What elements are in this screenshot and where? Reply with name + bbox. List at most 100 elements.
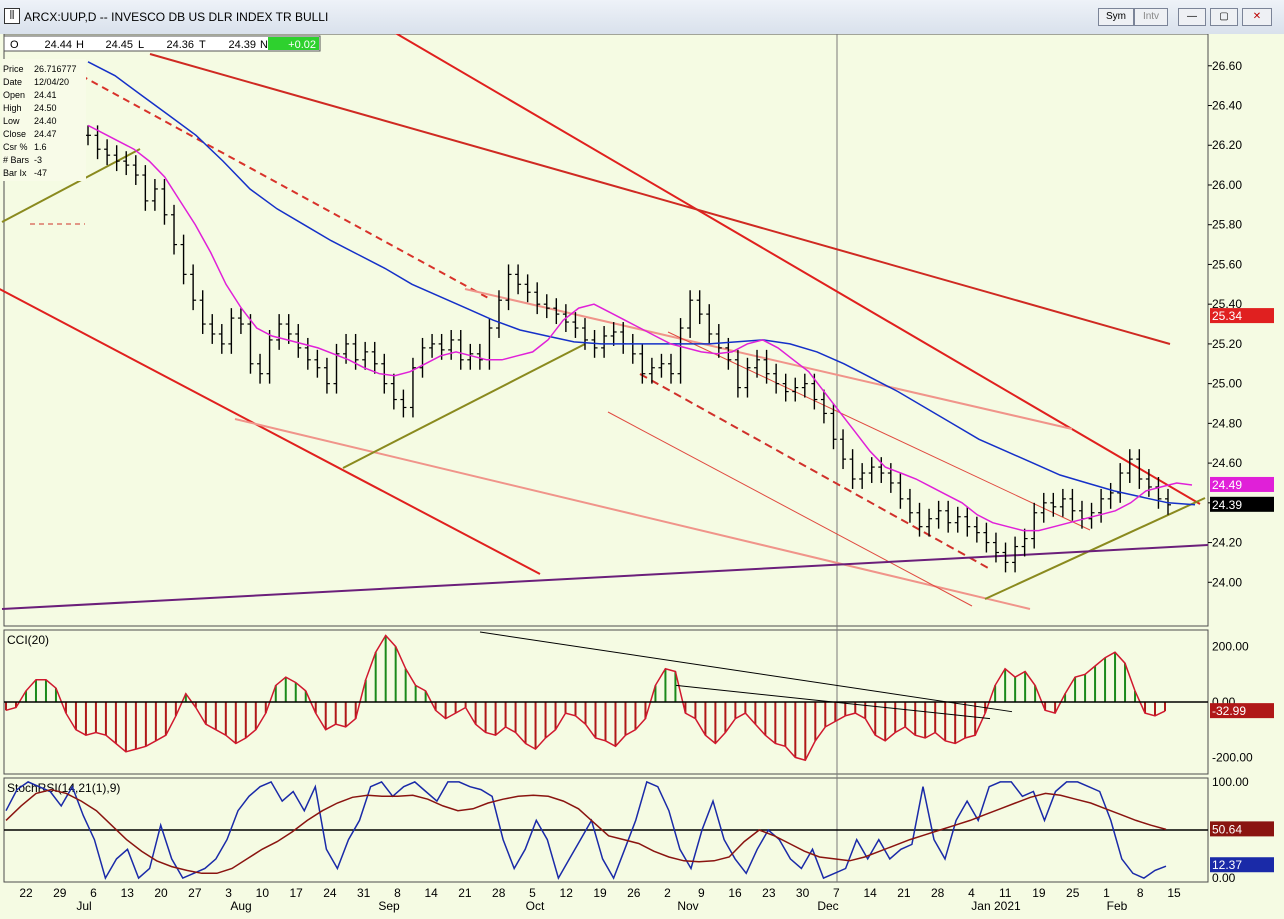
stoch-last-label: 12.37 — [1212, 858, 1242, 872]
month-label: Oct — [526, 899, 545, 913]
date-tick-label: 14 — [424, 886, 438, 900]
info-value: 24.47 — [34, 129, 57, 139]
cci-tick-label: -200.00 — [1212, 750, 1253, 764]
date-tick-label: 21 — [458, 886, 472, 900]
cci-badge-bg — [1210, 703, 1274, 719]
last-price-badge-bg — [1210, 496, 1274, 512]
date-tick-label: 29 — [53, 886, 67, 900]
minimize-button[interactable]: — — [1178, 8, 1206, 26]
date-tick-label: 16 — [728, 886, 742, 900]
date-tick-label: 4 — [968, 886, 975, 900]
info-label: Price — [3, 64, 24, 74]
low-value: 24.36 — [166, 39, 194, 51]
info-value: -3 — [34, 155, 42, 165]
net-label: N — [260, 39, 268, 51]
trendline — [395, 34, 1201, 505]
sma20-badge: 24.49 — [1212, 478, 1242, 492]
cci-title: CCI(20) — [7, 633, 49, 647]
ma200-badge: 25.34 — [1212, 309, 1242, 323]
price-tick-label: 26.00 — [1212, 178, 1242, 192]
date-tick-label: 21 — [897, 886, 911, 900]
date-tick-label: 30 — [796, 886, 810, 900]
symbol-button[interactable]: Sym — [1098, 8, 1134, 26]
price-tick-label: 25.20 — [1212, 337, 1242, 351]
info-value: 12/04/20 — [34, 77, 69, 87]
open-label: O — [10, 39, 19, 51]
sma20-line — [87, 124, 1193, 532]
stoch-signal-line — [5, 788, 1167, 875]
date-tick-label: 8 — [1137, 886, 1144, 900]
price-panel: 26.60 26.40 26.20 26.00 25.80 25.60 25.40 25.20… — [0, 34, 1274, 610]
trendline — [342, 343, 586, 469]
info-value: 24.41 — [34, 90, 57, 100]
date-tick-label: 3 — [225, 886, 232, 900]
price-tick-label: 24.60 — [1212, 456, 1242, 470]
trendline — [639, 373, 991, 570]
interval-button[interactable]: Intv — [1134, 8, 1168, 26]
date-tick-label: 24 — [323, 886, 337, 900]
price-tick-label: 26.60 — [1212, 59, 1242, 73]
info-label: Close — [3, 129, 26, 139]
axis-band — [0, 884, 1284, 919]
maximize-button[interactable]: ▢ — [1210, 8, 1238, 26]
trendline — [234, 418, 1031, 610]
trendline — [149, 53, 1171, 345]
month-label: Dec — [817, 899, 838, 913]
date-tick-label: 9 — [698, 886, 705, 900]
sma20-badge-bg — [1210, 476, 1274, 492]
stoch-tick-label: 0.00 — [1212, 871, 1236, 885]
date-tick-label: 28 — [492, 886, 506, 900]
chart-canvas[interactable]: 26.60 26.40 26.20 26.00 25.80 25.60 25.40 25.20… — [0, 34, 1284, 919]
signal-last-label: 50.64 — [1212, 822, 1242, 836]
info-value: 24.40 — [34, 116, 57, 126]
month-label: Aug — [230, 899, 251, 913]
stoch-line — [5, 780, 1167, 881]
cci-trendline — [675, 684, 991, 720]
price-tick-label: 25.40 — [1212, 297, 1242, 311]
date-tick-label: 12 — [560, 886, 574, 900]
panel-frame — [3, 34, 1209, 627]
month-label: Nov — [677, 899, 698, 913]
date-tick-label: 31 — [357, 886, 371, 900]
date-tick-label: 19 — [593, 886, 607, 900]
cci-panel: CCI(20) 200.000.00-200.00-32.99 — [4, 631, 1274, 764]
info-label: High — [3, 103, 22, 113]
cci-last-label: -32.99 — [1212, 704, 1246, 718]
signal-badge-bg — [1210, 821, 1274, 837]
ohlc-readout: O 24.44 H 24.45 L 24.36 T 24.39 N +0.02 — [3, 35, 321, 52]
date-tick-label: 20 — [154, 886, 168, 900]
info-label: Csr % — [3, 142, 28, 152]
sma50-line — [87, 61, 1196, 506]
window-titlebar: ⫼ ARCX:UUP,D -- INVESCO DB US DLR INDEX … — [0, 0, 1284, 35]
price-tick-label: 25.00 — [1212, 377, 1242, 391]
low-label: L — [138, 39, 144, 51]
trendline — [607, 411, 973, 607]
price-tick-label: 26.40 — [1212, 99, 1242, 113]
trendline — [0, 288, 541, 575]
date-tick-label: 8 — [394, 886, 401, 900]
close-value: 24.39 — [228, 39, 256, 51]
cci-line — [5, 634, 1166, 762]
date-tick-label: 19 — [1032, 886, 1046, 900]
high-label: H — [76, 39, 84, 51]
info-label: Low — [3, 116, 20, 126]
open-value: 24.44 — [44, 39, 72, 51]
info-value: -47 — [34, 168, 47, 178]
stoch-tick-label: 100.00 — [1212, 775, 1249, 789]
date-axis: 22 29 6 13 20 27 3 10 17 24 31 8 14 21 28 5 12 19 26 2 9 16 23… — [0, 884, 1284, 919]
date-tick-label: 5 — [529, 886, 536, 900]
month-label: Jul — [76, 899, 91, 913]
month-label: Feb — [1107, 899, 1128, 913]
date-tick-label: 13 — [121, 886, 135, 900]
info-label: # Bars — [3, 155, 30, 165]
close-button[interactable]: ✕ — [1242, 8, 1272, 26]
window-title: ARCX:UUP,D -- INVESCO DB US DLR INDEX TR… — [24, 10, 329, 24]
trendline — [1, 544, 1209, 610]
price-tick-label: 25.60 — [1212, 257, 1242, 271]
info-label: Bar Ix — [3, 168, 27, 178]
price-tick-label: 24.80 — [1212, 416, 1242, 430]
stoch-badge-bg — [1210, 857, 1274, 873]
cci-trendline — [479, 631, 1013, 713]
price-tick-label: 26.20 — [1212, 138, 1242, 152]
